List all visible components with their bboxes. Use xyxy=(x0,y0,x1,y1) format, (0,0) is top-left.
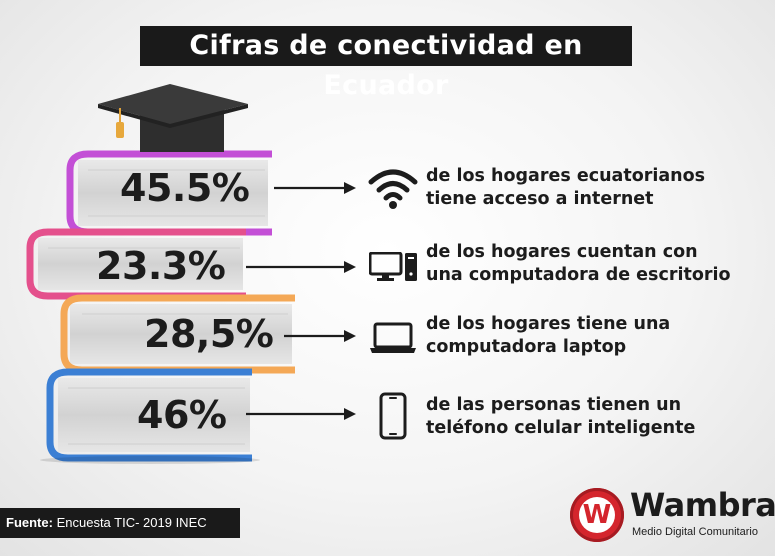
book-blue xyxy=(46,368,252,462)
stat-value-smartphone: 46% xyxy=(137,393,227,437)
stat-description-line: teléfono celular inteligente xyxy=(426,418,696,438)
wambra-logo-letter: W xyxy=(579,497,615,533)
book-orange xyxy=(60,294,295,374)
stat-value-laptop: 28,5% xyxy=(144,312,274,356)
book-pink xyxy=(26,228,246,300)
stat-description-smartphone: de las personas tienen un teléfono celul… xyxy=(426,394,695,440)
stat-value-internet: 45.5% xyxy=(120,166,250,210)
wifi-icon xyxy=(368,169,418,209)
smartphone-icon xyxy=(379,392,407,440)
stat-description-line: de los hogares ecuatorianos xyxy=(426,166,706,186)
source-caption: Fuente: Encuesta TIC- 2019 INEC xyxy=(0,508,240,538)
wambra-logo-mark: W xyxy=(570,488,624,542)
source-text: Encuesta TIC- 2019 INEC xyxy=(56,515,207,530)
wambra-logo-tagline: Medio Digital Comunitario xyxy=(632,526,758,538)
wambra-logo: W Wambra Medio Digital Comunitario xyxy=(570,486,775,546)
arrows xyxy=(246,182,356,420)
stat-description-line: tiene acceso a internet xyxy=(426,189,654,209)
stat-description-line: de las personas tienen un xyxy=(426,395,682,415)
graduation-cap-icon xyxy=(98,84,248,152)
stat-description-line: de los hogares tiene una xyxy=(426,314,671,334)
stat-description-line: computadora laptop xyxy=(426,337,627,357)
stat-description-laptop: de los hogares tiene una computadora lap… xyxy=(426,313,670,359)
source-label: Fuente: xyxy=(6,515,53,530)
stat-description-line: de los hogares cuentan con xyxy=(426,242,698,262)
page-title: Cifras de conectividad en Ecuador xyxy=(140,26,632,101)
wambra-logo-name: Wambra xyxy=(630,486,775,524)
laptop-icon xyxy=(370,322,416,353)
stat-value-desktop: 23.3% xyxy=(96,244,226,288)
stat-description-desktop: de los hogares cuentan con una computado… xyxy=(426,241,731,287)
stat-description-internet: de los hogares ecuatorianos tiene acceso… xyxy=(426,165,705,211)
stat-description-line: una computadora de escritorio xyxy=(426,265,731,285)
desktop-computer-icon xyxy=(369,252,417,281)
